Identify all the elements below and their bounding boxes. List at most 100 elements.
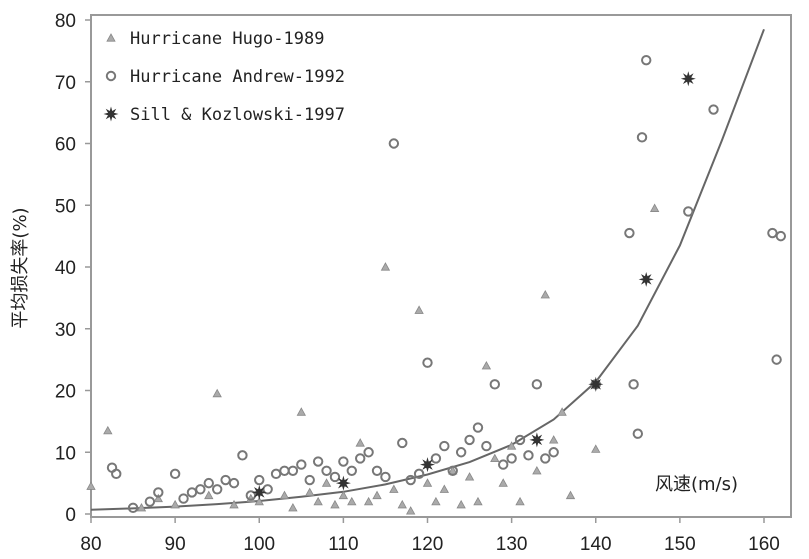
x-tick-label: 140 [580, 534, 612, 555]
data-point-triangle [296, 407, 306, 416]
data-point-star [335, 475, 351, 491]
data-point-circle [388, 138, 400, 149]
data-point-circle [329, 471, 341, 483]
data-point-triangle [212, 388, 222, 398]
data-point-circle [472, 422, 484, 433]
x-tick-label: 100 [243, 534, 275, 555]
data-point-circle [683, 206, 694, 217]
data-point-triangle [355, 438, 365, 447]
data-point-circle [708, 104, 719, 115]
data-point-circle [506, 453, 517, 464]
data-point-triangle [506, 441, 517, 450]
data-point-circle [531, 379, 543, 390]
data-point-triangle [540, 289, 550, 299]
x-tick-label: 160 [748, 534, 780, 555]
data-point-star [680, 71, 696, 87]
data-point-triangle [363, 496, 374, 506]
data-point-star [638, 271, 654, 287]
data-point-triangle [498, 478, 508, 487]
x-tick-label: 120 [412, 534, 444, 555]
data-point-triangle [414, 305, 424, 314]
data-point-triangle [591, 444, 601, 453]
data-point-triangle [86, 481, 96, 490]
data-point-circle [775, 230, 787, 242]
data-point-circle [245, 490, 257, 501]
data-point-circle [237, 450, 248, 461]
x-tick-label: 110 [328, 534, 358, 555]
data-point-triangle [439, 484, 450, 493]
data-point-triangle [422, 478, 433, 487]
data-point-circle [144, 496, 156, 507]
data-point-circle [287, 465, 299, 476]
x-tick-label: 90 [165, 534, 186, 555]
data-point-circle [178, 493, 189, 504]
data-point-triangle [431, 496, 441, 506]
legend: Hurricane Hugo-1989 Hurricane Andrew-1992… [103, 29, 345, 125]
y-tick-label: 70 [55, 73, 76, 94]
data-point-triangle [305, 487, 315, 496]
data-point-triangle [389, 484, 399, 493]
data-point-circle [481, 440, 492, 452]
data-point-circle [355, 453, 366, 464]
data-point-circle [514, 434, 526, 446]
x-tick-label: 130 [496, 534, 528, 555]
data-point-triangle [321, 478, 332, 487]
data-point-circle [413, 468, 425, 480]
data-point-triangle [490, 453, 500, 463]
y-tick-label: 50 [55, 196, 76, 217]
data-point-circle [312, 456, 324, 467]
data-point-triangle [338, 490, 349, 500]
data-point-star [103, 106, 119, 122]
data-point-triangle [279, 490, 290, 500]
y-tick-label: 30 [55, 320, 76, 341]
data-point-circle [220, 474, 231, 486]
legend-label: Sill & Kozlowski-1997 [130, 105, 345, 125]
data-point-triangle [103, 425, 113, 435]
data-point-circle [346, 465, 357, 476]
x-tick-label: 80 [80, 534, 101, 555]
data-point-triangle [204, 490, 214, 500]
x-tick-label: 150 [664, 534, 696, 555]
data-point-triangle [254, 496, 264, 506]
data-point-triangle [456, 499, 466, 509]
data-point-circle [105, 70, 117, 82]
plot-area [90, 14, 792, 518]
data-point-circle [464, 434, 475, 446]
data-point-triangle [330, 499, 340, 509]
data-point-circle [632, 428, 644, 439]
data-point-circle [767, 227, 778, 239]
data-point-star [529, 432, 545, 448]
data-point-circle [153, 487, 164, 498]
data-point-circle [430, 453, 442, 464]
data-point-circle [548, 447, 559, 458]
data-point-circle [228, 477, 240, 489]
data-point-triangle [397, 499, 407, 509]
data-point-circle [422, 357, 433, 368]
data-point-triangle [288, 503, 298, 512]
data-point-triangle [405, 506, 416, 515]
data-point-circle [455, 447, 467, 458]
data-point-star [588, 376, 604, 392]
data-point-circle [262, 484, 273, 495]
y-axis-label: 平均损失率(%) [10, 207, 31, 328]
y-tick-label: 20 [55, 382, 76, 403]
y-tick-label: 40 [55, 258, 76, 279]
data-point-circle [211, 484, 223, 495]
legend-label: Hurricane Andrew-1992 [130, 67, 345, 87]
y-tick-label: 80 [55, 11, 76, 32]
data-point-circle [127, 502, 139, 514]
data-point-triangle [380, 262, 391, 271]
y-tick-label: 60 [55, 135, 76, 156]
x-axis-label: 风速(m/s) [655, 474, 738, 495]
data-point-circle [405, 474, 416, 486]
data-point-circle [397, 437, 408, 449]
data-point-triangle [372, 490, 382, 500]
data-point-circle [489, 379, 500, 390]
data-point-circle [624, 227, 635, 239]
data-point-circle [540, 453, 551, 464]
data-point-circle [304, 474, 315, 486]
data-point-circle [321, 465, 332, 476]
data-point-circle [338, 456, 349, 467]
data-point-circle [254, 474, 265, 486]
